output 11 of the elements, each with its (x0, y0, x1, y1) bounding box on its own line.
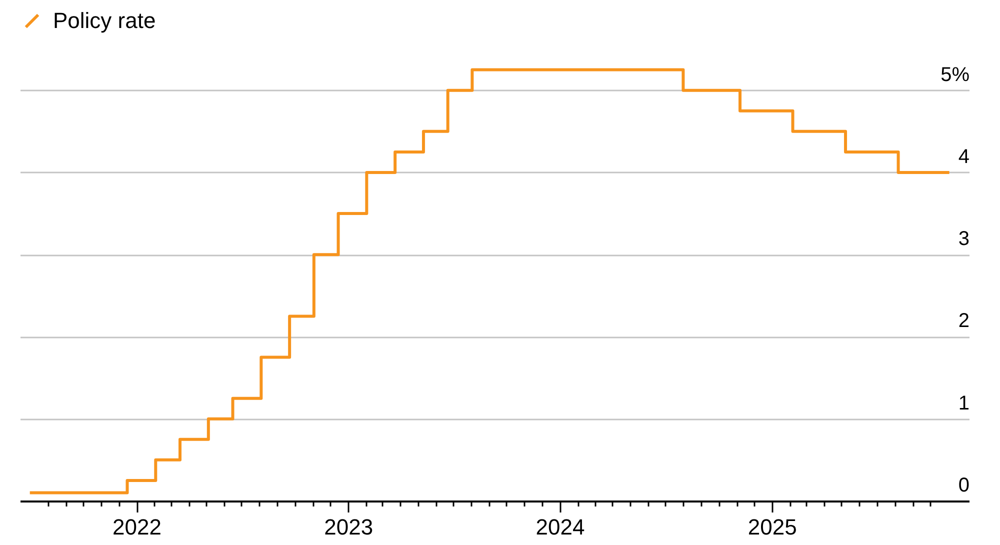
y-tick-label: 5% (940, 64, 970, 86)
legend-label: Policy rate (53, 8, 156, 33)
y-tick-label: 3 (958, 228, 970, 250)
y-tick-label: 2 (958, 310, 970, 332)
x-tick-label: 2025 (748, 514, 797, 540)
y-tick-label: 4 (958, 146, 970, 168)
x-tick-label: 2024 (536, 514, 585, 540)
x-tick-label: 2022 (112, 514, 162, 540)
y-tick-label: 1 (958, 392, 970, 414)
y-tick-label: 0 (958, 474, 970, 496)
x-tick-label: 2023 (324, 514, 374, 540)
